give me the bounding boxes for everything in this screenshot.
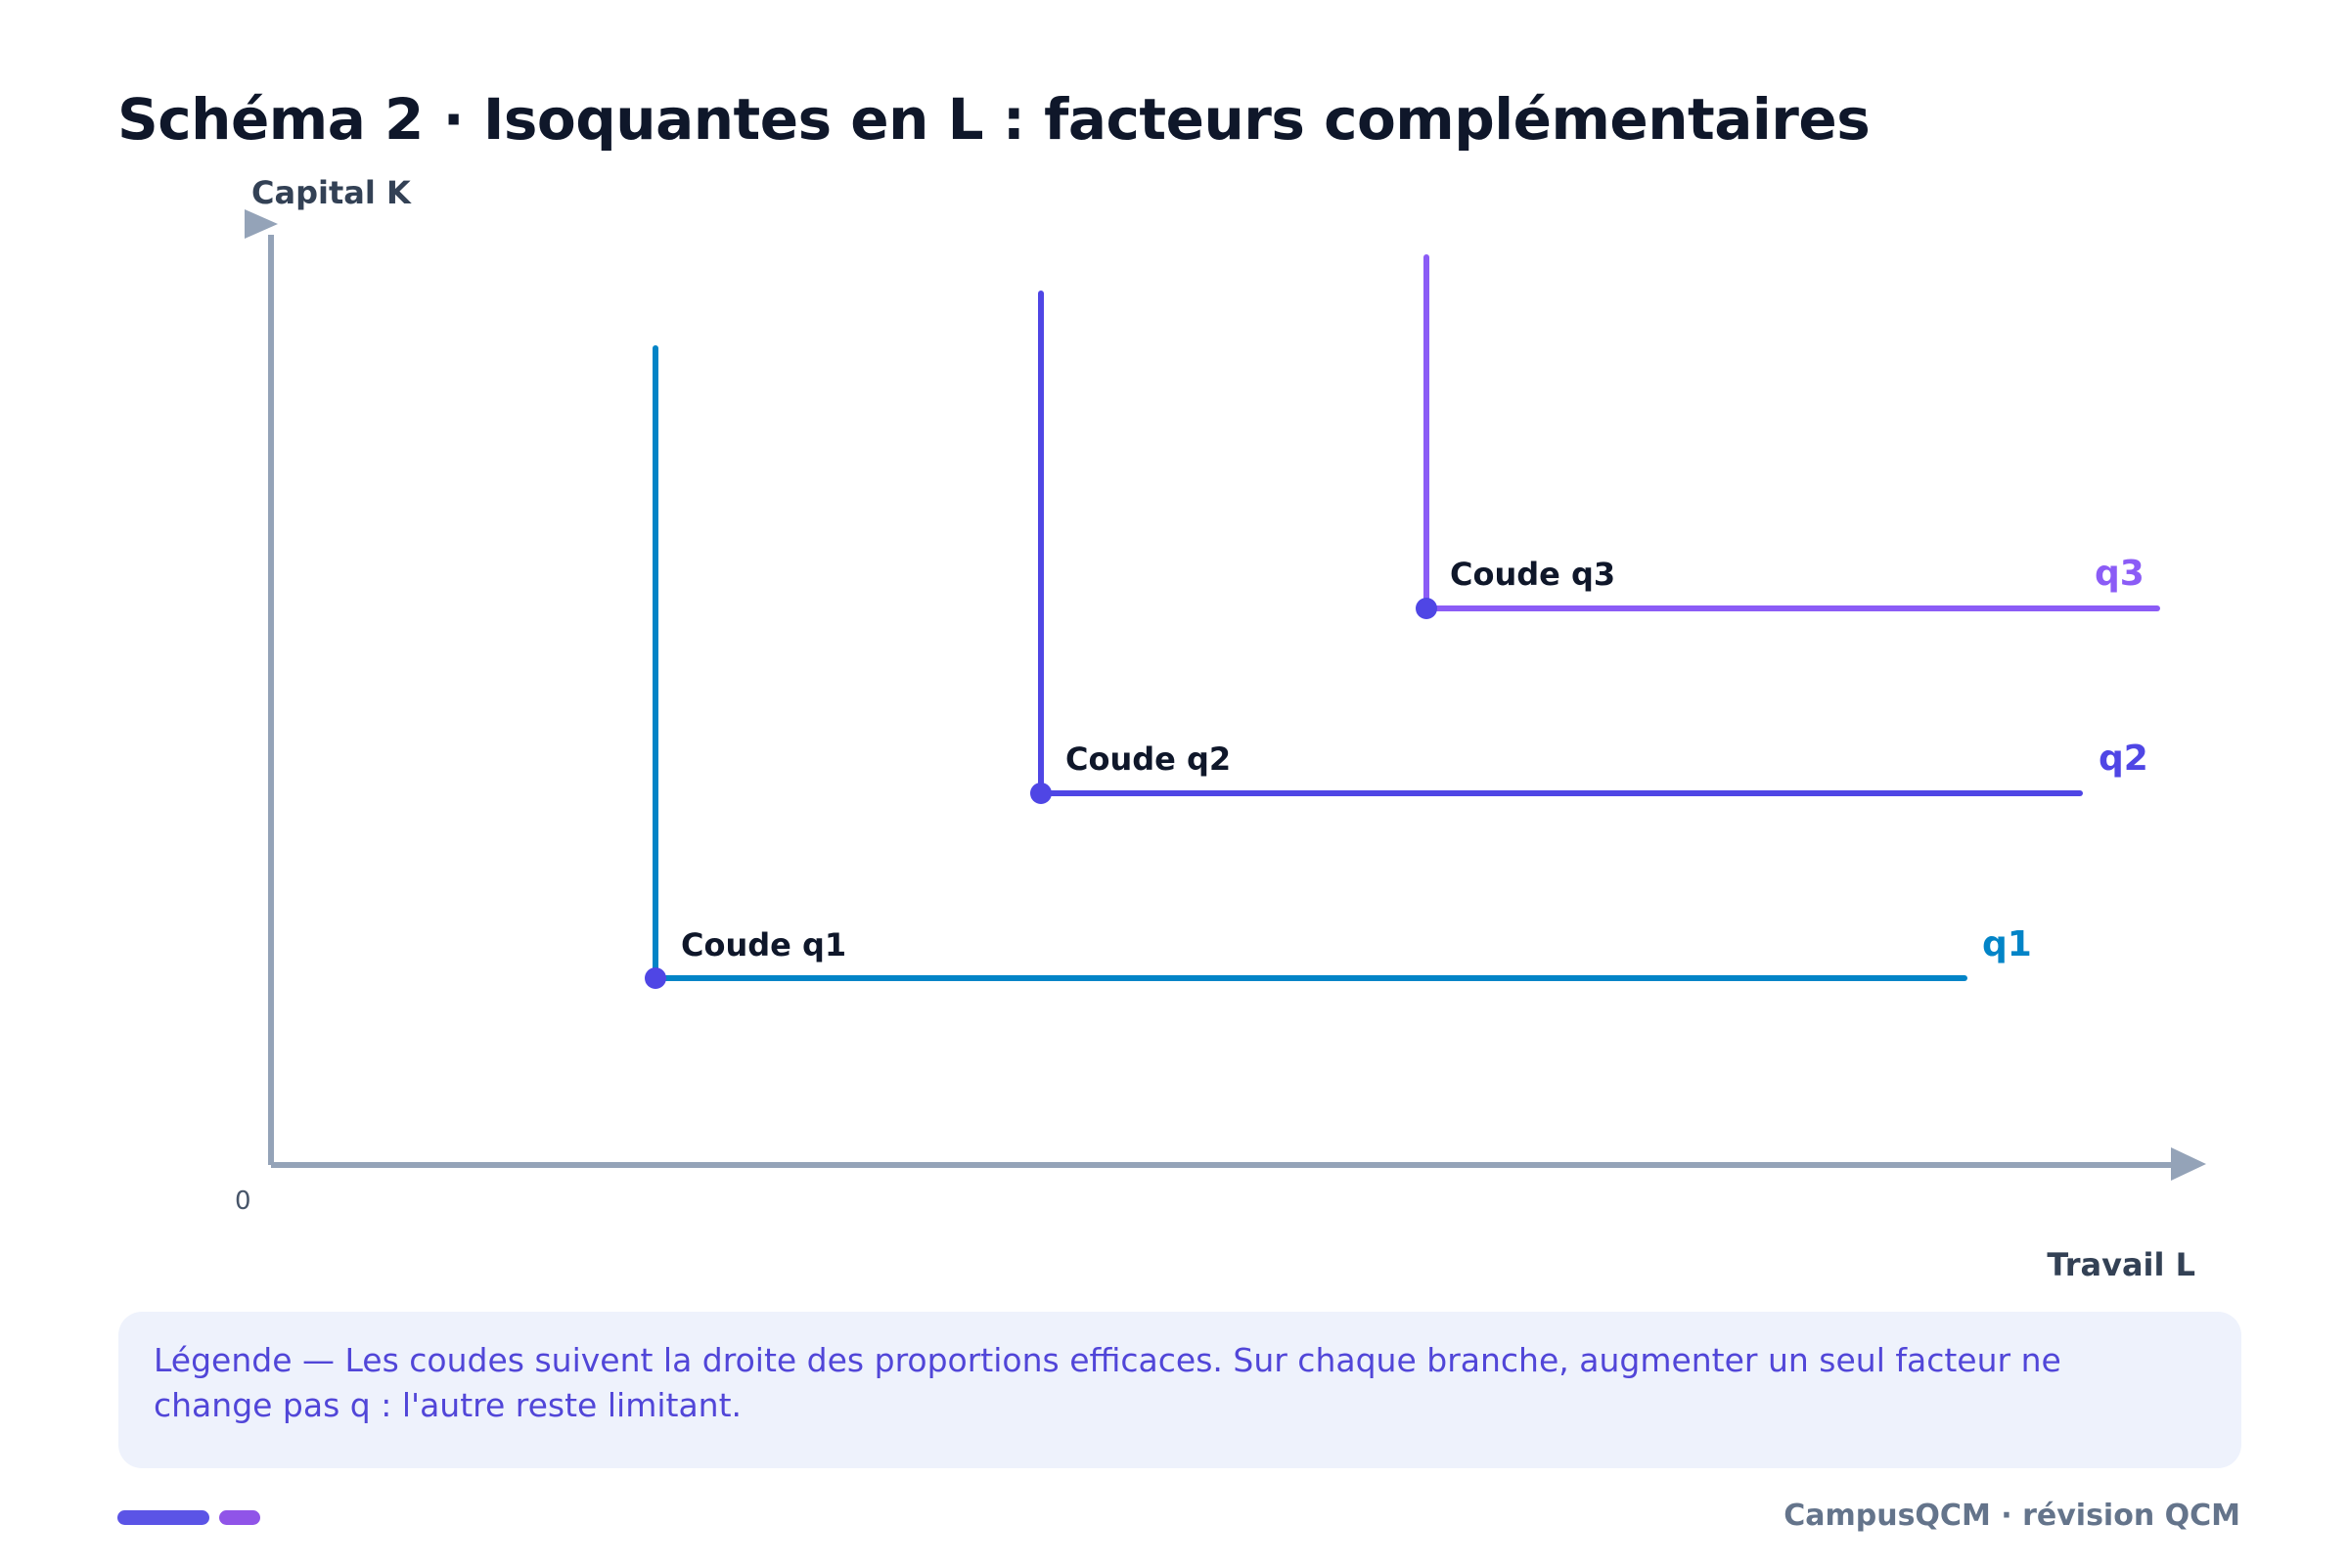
x-axis-arrow-icon [2171, 1147, 2206, 1181]
isoquant-q2-name: q2 [2099, 739, 2148, 779]
footer-brand: CampusQCM · révision QCM [1784, 1499, 2240, 1533]
legend-text: Légende — Les coudes suivent la droite d… [154, 1341, 2061, 1424]
isoquant-q3: Coude q3 q3 [1416, 254, 2160, 619]
isoquant-q2-corner-dot [1030, 783, 1052, 804]
isoquant-q1-corner-label: Coude q1 [681, 926, 846, 963]
legend-box: Légende — Les coudes suivent la droite d… [118, 1312, 2241, 1468]
axes: Capital K Travail L 0 [235, 174, 2206, 1283]
footer-accent-bar-secondary [219, 1510, 260, 1525]
isoquant-q1-name: q1 [1982, 924, 2032, 964]
isoquant-q3-name: q3 [2095, 554, 2145, 594]
isoquant-q3-corner-label: Coude q3 [1450, 556, 1615, 593]
x-axis-label: Travail L [2047, 1246, 2195, 1283]
footer-accent-bar [117, 1510, 209, 1525]
y-axis-arrow-icon [245, 209, 278, 239]
y-axis-label: Capital K [251, 174, 412, 211]
page-title: Schéma 2 · Isoquantes en L : facteurs co… [117, 86, 1871, 153]
isoquant-q1-corner-dot [645, 967, 666, 989]
isoquant-diagram: Capital K Travail L 0 Coude q1 q1 Coude … [235, 174, 2206, 1283]
isoquant-q3-corner-dot [1416, 598, 1437, 619]
origin-label: 0 [235, 1187, 251, 1216]
isoquant-q1: Coude q1 q1 [645, 345, 2032, 989]
isoquant-q2: Coude q2 q2 [1030, 291, 2148, 804]
isoquant-q2-corner-label: Coude q2 [1065, 740, 1231, 778]
